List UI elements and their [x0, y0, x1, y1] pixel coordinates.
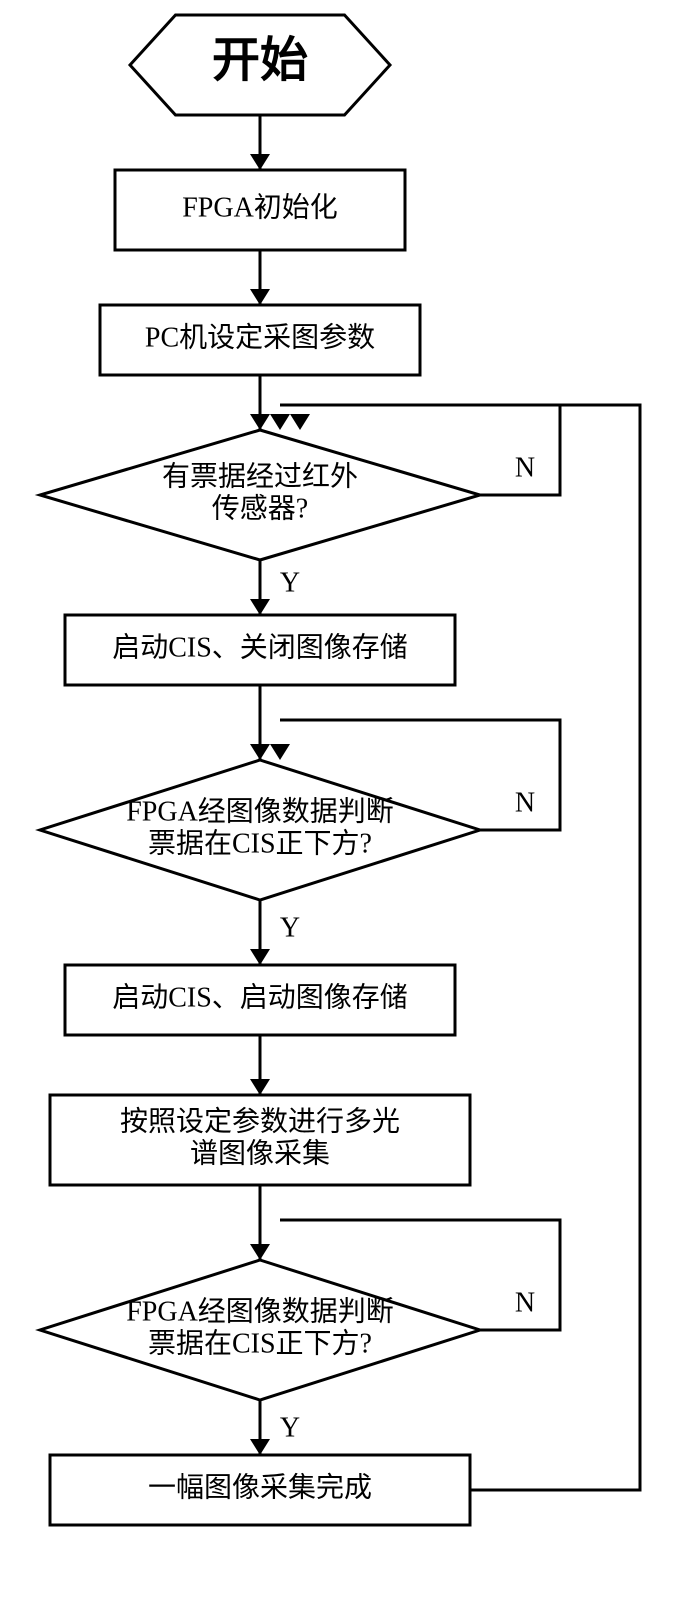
svg-text:一幅图像采集完成: 一幅图像采集完成 [148, 1471, 372, 1503]
node-n5: 按照设定参数进行多光谱图像采集 [50, 1095, 470, 1185]
svg-text:Y: Y [280, 1412, 300, 1443]
node-n4: 启动CIS、启动图像存储 [65, 965, 455, 1035]
node-n6: 一幅图像采集完成 [50, 1455, 470, 1525]
svg-text:按照设定参数进行多光: 按照设定参数进行多光 [120, 1105, 400, 1137]
svg-text:PC机设定采图参数: PC机设定采图参数 [145, 321, 375, 353]
flowchart: YNYNYN开始FPGA初始化PC机设定采图参数有票据经过红外传感器?启动CIS… [0, 0, 698, 1608]
svg-text:启动CIS、启动图像存储: 启动CIS、启动图像存储 [112, 981, 408, 1013]
node-n3: 启动CIS、关闭图像存储 [65, 615, 455, 685]
node-n1: FPGA初始化 [115, 170, 405, 250]
node-d2: FPGA经图像数据判断票据在CIS正下方? [40, 760, 480, 900]
node-n2: PC机设定采图参数 [100, 305, 420, 375]
svg-text:票据在CIS正下方?: 票据在CIS正下方? [148, 828, 372, 860]
svg-text:谱图像采集: 谱图像采集 [190, 1138, 330, 1170]
svg-text:FPGA经图像数据判断: FPGA经图像数据判断 [126, 795, 394, 827]
svg-text:Y: Y [280, 912, 300, 943]
node-start: 开始 [130, 15, 390, 115]
svg-text:启动CIS、关闭图像存储: 启动CIS、关闭图像存储 [112, 631, 408, 663]
svg-text:FPGA经图像数据判断: FPGA经图像数据判断 [126, 1295, 394, 1327]
node-d3: FPGA经图像数据判断票据在CIS正下方? [40, 1260, 480, 1400]
svg-text:开始: 开始 [212, 34, 308, 87]
svg-text:有票据经过红外: 有票据经过红外 [162, 460, 358, 492]
svg-text:FPGA初始化: FPGA初始化 [182, 191, 338, 223]
svg-text:N: N [515, 452, 535, 483]
svg-text:传感器?: 传感器? [212, 493, 308, 525]
svg-text:Y: Y [280, 567, 300, 598]
svg-text:N: N [515, 787, 535, 818]
svg-text:N: N [515, 1287, 535, 1318]
node-d1: 有票据经过红外传感器? [40, 430, 480, 560]
svg-text:票据在CIS正下方?: 票据在CIS正下方? [148, 1328, 372, 1360]
